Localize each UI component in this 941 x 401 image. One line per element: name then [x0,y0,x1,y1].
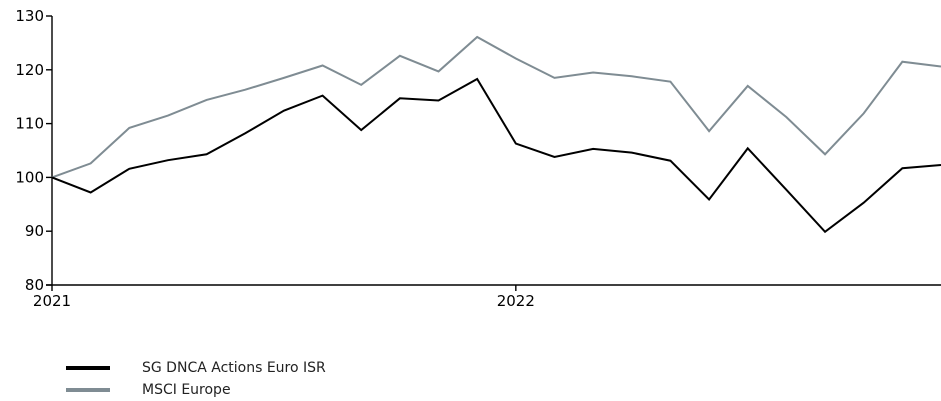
legend-item-msci-europe: MSCI Europe [66,379,326,401]
y-tick-label-110: 110 [15,115,44,133]
y-tick-label-120: 120 [15,61,44,79]
series-line-msci-europe [51,35,941,179]
x-axis: 2021 2022 [33,284,941,310]
y-tick-label-80: 80 [25,276,44,294]
legend-label-sg-dnca: SG DNCA Actions Euro ISR [142,360,326,376]
line-chart: 80 90 100 110 120 130 2021 2022 [15,7,941,310]
x-tick-label-2022: 2022 [497,292,535,310]
legend-label-msci-europe: MSCI Europe [142,382,231,398]
legend-swatch-msci-europe [66,388,110,392]
legend: SG DNCA Actions Euro ISR MSCI Europe [66,357,326,401]
legend-swatch-sg-dnca [66,366,110,370]
series-line-sg-dnca-actions-euro-isr [51,77,941,234]
legend-item-sg-dnca: SG DNCA Actions Euro ISR [66,357,326,379]
series-lines [51,35,941,234]
y-tick-label-100: 100 [15,168,44,186]
y-tick-label-90: 90 [25,222,44,240]
y-tick-label-130: 130 [15,7,44,25]
y-axis: 80 90 100 110 120 130 [15,7,53,294]
x-tick-label-2021: 2021 [33,292,71,310]
